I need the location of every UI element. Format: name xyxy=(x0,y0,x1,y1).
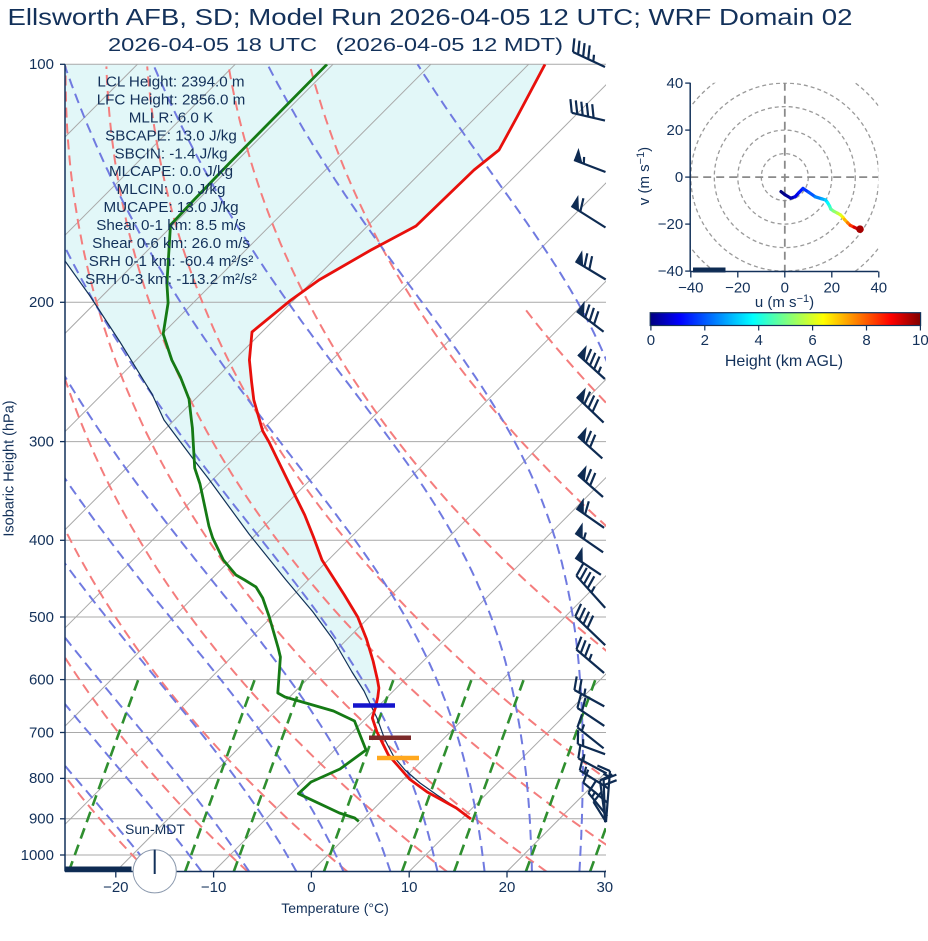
svg-text:10: 10 xyxy=(401,879,418,896)
svg-text:−10: −10 xyxy=(201,879,226,896)
svg-text:LFC Height: 2856.0 m: LFC Height: 2856.0 m xyxy=(97,92,246,109)
svg-text:MUCAPE: 13.0 J/kg: MUCAPE: 13.0 J/kg xyxy=(103,199,238,216)
svg-text:0: 0 xyxy=(647,332,655,349)
svg-text:−40: −40 xyxy=(658,263,683,280)
svg-text:400: 400 xyxy=(29,532,54,549)
svg-text:Height (km AGL): Height (km AGL) xyxy=(725,353,843,370)
svg-text:SBCAPE: 13.0 J/kg: SBCAPE: 13.0 J/kg xyxy=(105,127,237,144)
svg-text:−40: −40 xyxy=(678,280,703,297)
svg-text:−20: −20 xyxy=(103,879,128,896)
svg-text:300: 300 xyxy=(29,433,54,450)
svg-text:1000: 1000 xyxy=(21,847,54,864)
svg-text:200: 200 xyxy=(29,294,54,311)
svg-text:20: 20 xyxy=(667,122,684,139)
svg-text:SBCIN: -1.4 J/kg: SBCIN: -1.4 J/kg xyxy=(114,145,227,162)
svg-text:6: 6 xyxy=(808,332,816,349)
svg-text:Ellsworth AFB, SD; Model Run 2: Ellsworth AFB, SD; Model Run 2026-04-05 … xyxy=(8,4,853,30)
svg-text:Temperature (°C): Temperature (°C) xyxy=(281,900,389,916)
svg-text:Shear 0-6 km: 26.0 m/s: Shear 0-6 km: 26.0 m/s xyxy=(92,235,250,252)
svg-text:2: 2 xyxy=(701,332,709,349)
svg-text:800: 800 xyxy=(29,770,54,787)
svg-text:0: 0 xyxy=(307,879,315,896)
svg-text:LCL Height: 2394.0 m: LCL Height: 2394.0 m xyxy=(97,74,244,91)
svg-text:−20: −20 xyxy=(725,280,750,297)
svg-text:20: 20 xyxy=(823,280,840,297)
svg-text:100: 100 xyxy=(29,56,54,73)
svg-text:Shear 0-1 km: 8.5 m/s: Shear 0-1 km: 8.5 m/s xyxy=(96,217,246,234)
svg-text:600: 600 xyxy=(29,671,54,688)
svg-text:SRH 0-1 km: -60.4 m²/s²: SRH 0-1 km: -60.4 m²/s² xyxy=(89,253,254,270)
svg-text:SRH 0-3 km: -113.2 m²/s²: SRH 0-3 km: -113.2 m²/s² xyxy=(85,271,257,288)
svg-text:MLCAPE: 0.0 J/kg: MLCAPE: 0.0 J/kg xyxy=(109,163,233,180)
svg-text:30: 30 xyxy=(596,879,613,896)
svg-text:Isobaric Height (hPa): Isobaric Height (hPa) xyxy=(2,400,18,536)
svg-text:0: 0 xyxy=(675,169,683,186)
svg-text:10: 10 xyxy=(912,332,928,349)
svg-text:40: 40 xyxy=(870,280,887,297)
svg-text:20: 20 xyxy=(499,879,516,896)
svg-text:Sun-MDT: Sun-MDT xyxy=(125,821,185,837)
svg-text:8: 8 xyxy=(862,332,870,349)
svg-text:900: 900 xyxy=(29,811,54,828)
svg-text:MLCIN: 0.0 J/kg: MLCIN: 0.0 J/kg xyxy=(117,181,226,198)
svg-text:MLLR: 6.0 K: MLLR: 6.0 K xyxy=(129,109,213,126)
svg-text:2026-04-05 18 UTC (2026-04-05: 2026-04-05 18 UTC (2026-04-05 12 MDT) xyxy=(108,34,563,55)
svg-text:700: 700 xyxy=(29,724,54,741)
svg-text:500: 500 xyxy=(29,609,54,626)
svg-text:−20: −20 xyxy=(658,216,683,233)
svg-text:4: 4 xyxy=(755,332,763,349)
svg-text:40: 40 xyxy=(667,75,684,92)
